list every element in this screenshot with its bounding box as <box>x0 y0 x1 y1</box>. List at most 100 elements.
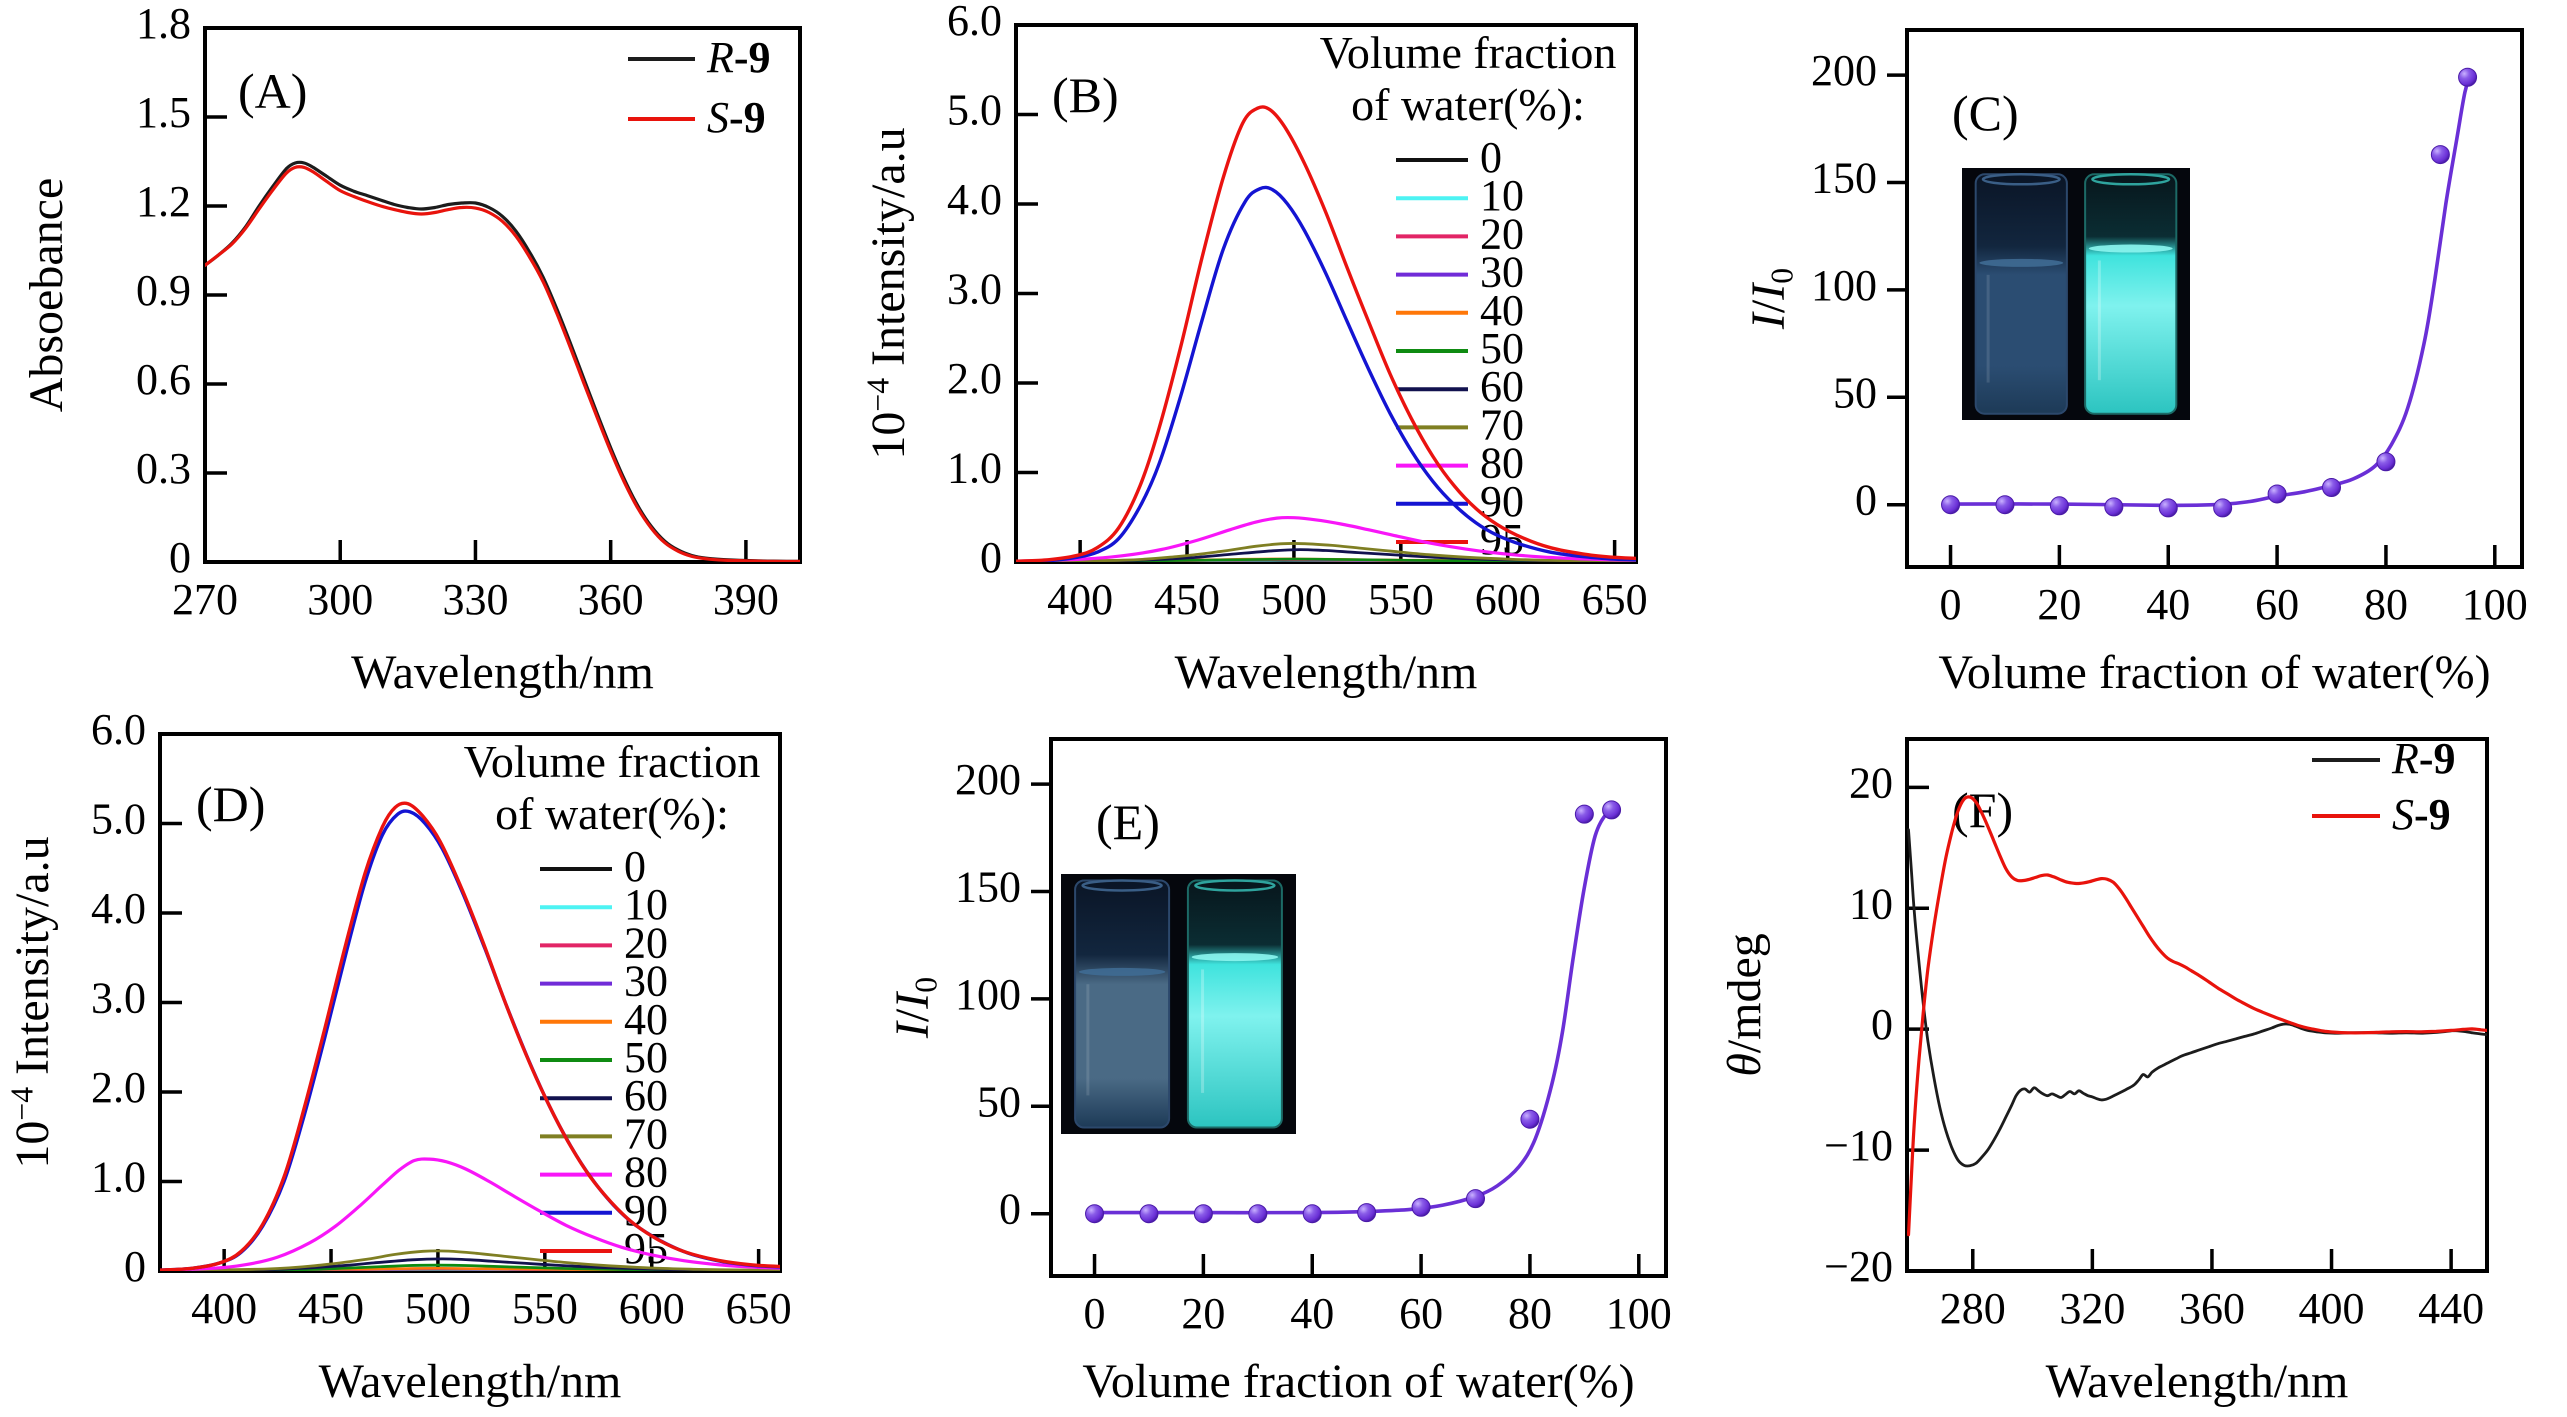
y-tick-label: −20 <box>1824 1242 1893 1291</box>
data-point <box>1941 495 1961 515</box>
x-tick-label: 550 <box>1368 575 1434 624</box>
panel-fluorescence-spectra-1: 400 450 500 550 600 650 Wavelength/nm 0 1.0 2.0 3.… <box>856 0 1711 708</box>
data-point <box>1602 800 1622 820</box>
y-tick-label: 150 <box>955 863 1021 912</box>
panel-letter: (F) <box>1952 782 2013 838</box>
y-tick-label: 1.8 <box>136 0 191 48</box>
data-point <box>2430 145 2450 165</box>
inset-photo-vials <box>1061 874 1296 1134</box>
y-tick-label: −10 <box>1824 1121 1893 1170</box>
x-tick-label: 320 <box>2059 1284 2125 1333</box>
legend-label: 40 <box>1480 286 1524 335</box>
legend: R-9S-9 <box>628 33 771 142</box>
x-axis-title: Wavelength/nm <box>2046 1355 2349 1408</box>
x-tick-label: 650 <box>1582 575 1648 624</box>
legend-label: 0 <box>1480 133 1502 182</box>
x-tick-label: 440 <box>2418 1284 2484 1333</box>
y-tick-label: 1.0 <box>91 1153 146 1202</box>
series-S-9 <box>205 165 800 562</box>
x-tick-label: 60 <box>2255 580 2299 629</box>
y-tick-label: 0 <box>169 533 191 582</box>
panel-cd-spectra: 280 320 360 400 440 Wavelength/nm −20 −10 0 10 20 θ… <box>1712 709 2567 1417</box>
y-tick-label: 0 <box>999 1185 1021 1234</box>
legend-label: S-9 <box>2392 790 2451 839</box>
y-tick-label: 1.5 <box>136 88 191 137</box>
x-tick-label: 360 <box>578 575 644 624</box>
series-95 <box>1016 105 1636 562</box>
x-tick-label: 20 <box>1181 1289 1225 1338</box>
y-axis-title: Absoebance <box>20 178 73 413</box>
legend-label: 10 <box>624 880 668 929</box>
y-axis-title: I/I0 <box>1742 268 1800 330</box>
chart-A: 270 300 330 360 390 Wavelength/nm 0 0.3 0.6 0.9 1.… <box>20 0 802 699</box>
y-tick-label: 0 <box>1855 476 1877 525</box>
data-point <box>1357 1203 1377 1223</box>
x-tick-label: 500 <box>1261 575 1327 624</box>
y-tick-label: 4.0 <box>947 175 1002 224</box>
data-point <box>2104 497 2124 517</box>
y-tick-label: 1.2 <box>136 177 191 226</box>
y-tick-label: 0 <box>980 533 1002 582</box>
data-point <box>1248 1204 1268 1224</box>
data-point <box>2213 498 2233 518</box>
data-point <box>2158 498 2178 518</box>
x-tick-label: 60 <box>1399 1289 1443 1338</box>
legend-label: 60 <box>624 1071 668 1120</box>
y-axis-title: I/I0 <box>886 977 944 1039</box>
series-group <box>1907 795 2487 1237</box>
series-group <box>1092 808 1617 1215</box>
legend-title: Volume fraction <box>464 736 761 787</box>
data-point <box>2458 67 2478 87</box>
panel-aie-ratio-1: 0 20 40 60 80 100 Volume fraction of water(%) 0… <box>1712 0 2567 708</box>
data-point <box>1139 1204 1159 1224</box>
x-axis: 0 20 40 60 80 100 Volume fraction of water(%) <box>1938 545 2528 699</box>
y-tick-label: 0.3 <box>136 444 191 493</box>
data-point <box>1520 1109 1540 1129</box>
panel-aie-ratio-2: 0 20 40 60 80 100 Volume fraction of water(%) 0… <box>856 709 1711 1417</box>
y-tick-label: 50 <box>1833 368 1877 417</box>
data-point <box>2376 452 2396 472</box>
y-axis-title: 10−4 Intensity/a.u <box>5 836 59 1168</box>
x-tick-label: 450 <box>298 1284 364 1333</box>
x-tick-label: 550 <box>512 1284 578 1333</box>
y-tick-label: 0 <box>124 1242 146 1291</box>
y-axis: 0 0.3 0.6 0.9 1.2 1.5 1.8 Absoebance <box>20 0 227 582</box>
y-tick-label: 200 <box>1811 46 1877 95</box>
legend-label: 20 <box>1480 209 1524 258</box>
chart-F: 280 320 360 400 440 Wavelength/nm −20 −10 0 10 20 θ… <box>1718 734 2489 1408</box>
series-group <box>1016 105 1636 562</box>
series-70 <box>160 1249 780 1271</box>
y-tick-label: 1.0 <box>947 444 1002 493</box>
y-tick-label: 100 <box>1811 261 1877 310</box>
y-axis: 0 50 100 150 200 I/I0 <box>1742 46 1907 525</box>
data-point <box>2322 478 2342 498</box>
data-point <box>1574 804 1594 824</box>
x-axis-title: Wavelength/nm <box>319 1355 622 1408</box>
y-axis-title: 10−4 Intensity/a.u <box>861 127 915 459</box>
legend-label: 30 <box>624 957 668 1006</box>
y-tick-label: 3.0 <box>947 265 1002 314</box>
legend-label: 80 <box>1480 439 1524 488</box>
x-tick-label: 330 <box>442 575 508 624</box>
series-90 <box>160 809 780 1271</box>
y-tick-label: 20 <box>1849 758 1893 807</box>
chart-B: 400 450 500 550 600 650Wavelength/nm01.02.03.… <box>861 0 1648 699</box>
x-tick-label: 300 <box>307 575 373 624</box>
legend-title: Volume fraction <box>1320 27 1617 78</box>
x-tick-label: 0 <box>1940 580 1962 629</box>
series-90 <box>1016 185 1636 562</box>
panel-letter: (B) <box>1052 67 1119 123</box>
series-fit-curve <box>1092 808 1617 1215</box>
x-tick-label: 40 <box>1290 1289 1334 1338</box>
legend-label: 10 <box>1480 171 1524 220</box>
x-tick-label: 360 <box>2179 1284 2245 1333</box>
panel-absorbance: 270 300 330 360 390 Wavelength/nm 0 0.3 0.6 0.9 1.… <box>0 0 855 708</box>
x-tick-label: 390 <box>713 575 779 624</box>
series-S-9 <box>1907 795 2487 1237</box>
legend-label: 30 <box>1480 248 1524 297</box>
y-tick-label: 0 <box>1871 1000 1893 1049</box>
x-tick-label: 400 <box>2299 1284 2365 1333</box>
x-tick-label: 80 <box>2364 580 2408 629</box>
